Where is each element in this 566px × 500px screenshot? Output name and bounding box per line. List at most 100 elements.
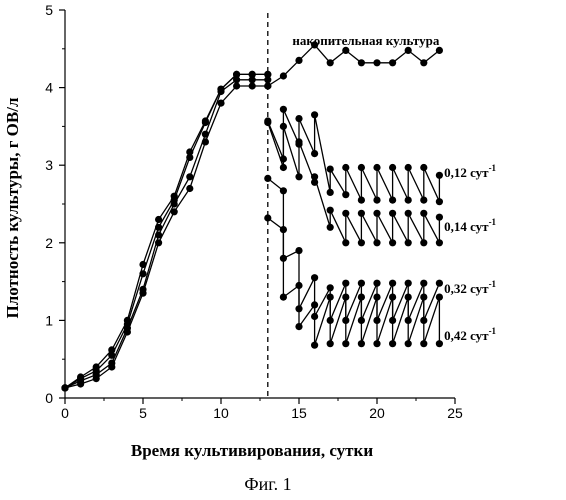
batch-growth-3-line — [65, 74, 268, 388]
series-label-superscript: -1 — [489, 279, 497, 289]
series-label-superscript: -1 — [489, 326, 497, 336]
dilution-series-4-point — [405, 317, 412, 324]
y-tick-label: 4 — [45, 80, 53, 96]
batch-growth-1-point — [155, 239, 162, 246]
dilution-series-2-point — [405, 197, 412, 204]
batch-growth-1-point — [217, 100, 224, 107]
dilution-series-5-point — [373, 340, 380, 347]
dilution-series-3-point — [342, 239, 349, 246]
dilution-series-1-line — [268, 45, 440, 86]
dilution-series-5-point — [405, 340, 412, 347]
x-tick-label: 5 — [139, 405, 147, 421]
dilution-series-4-point — [327, 317, 334, 324]
y-axis-title: Плотность культуры, г ОВ/л — [3, 97, 22, 318]
batch-growth-2-point — [186, 173, 193, 180]
dilution-series-3-point — [280, 164, 287, 171]
dilution-series-5-point — [280, 226, 287, 233]
dilution-series-4-point — [295, 247, 302, 254]
dilution-series-2-point — [327, 166, 334, 173]
dilution-series-1-point — [280, 72, 287, 79]
dilution-series-3-point — [373, 239, 380, 246]
batch-growth-1-line — [65, 86, 268, 388]
batch-growth-2-point — [155, 231, 162, 238]
dilution-series-3-point — [327, 207, 334, 214]
dilution-series-5-point — [436, 294, 443, 301]
y-tick-label: 1 — [45, 312, 53, 328]
batch-growth-4-point — [186, 148, 193, 155]
dilution-series-5-point — [327, 340, 334, 347]
dilution-series-3-point — [420, 239, 427, 246]
dilution-series-5-point — [405, 294, 412, 301]
dilution-series-3-point — [436, 239, 443, 246]
dilution-series-4-point — [436, 280, 443, 287]
batch-growth-2-point — [139, 286, 146, 293]
dilution-series-2-point — [358, 164, 365, 171]
dilution-series-1-point — [295, 57, 302, 64]
dilution-series-4-point — [405, 280, 412, 287]
x-tick-label: 20 — [369, 405, 385, 421]
dilution-series-3-point — [405, 239, 412, 246]
dilution-series-3-point — [373, 210, 380, 217]
dilution-series-2-point — [280, 106, 287, 113]
batch-growth-4-point — [77, 373, 84, 380]
dilution-series-1-point — [358, 59, 365, 66]
dilution-series-4-point — [420, 317, 427, 324]
batch-growth-4-point — [233, 71, 240, 78]
dilution-series-2-point — [373, 164, 380, 171]
series-label-1: накопительная культура — [292, 33, 439, 48]
batch-growth-4-point — [61, 384, 68, 391]
dilution-series-3-point — [405, 210, 412, 217]
batch-growth-4-point — [171, 193, 178, 200]
batch-growth-4-line — [65, 74, 268, 388]
dilution-series-4-point — [358, 317, 365, 324]
series-label-2: 0,12 сут-1 — [444, 163, 496, 180]
batch-growth-1-point — [233, 82, 240, 89]
x-tick-label: 25 — [447, 405, 463, 421]
dilution-series-3-point — [280, 123, 287, 130]
batch-growth-2-line — [65, 80, 268, 388]
dilution-series-5-point — [358, 294, 365, 301]
dilution-series-1-point — [373, 59, 380, 66]
batch-growth-2-point — [202, 131, 209, 138]
dilution-series-5-point — [295, 323, 302, 330]
dilution-series-4-point — [420, 280, 427, 287]
dilution-series-1-point — [420, 59, 427, 66]
dilution-series-4-point — [280, 187, 287, 194]
dilution-series-3-point — [389, 210, 396, 217]
dilution-series-3-point — [264, 119, 271, 126]
batch-growth-4-point — [124, 317, 131, 324]
dilution-series-3-point — [327, 224, 334, 231]
dilution-series-2-point — [280, 155, 287, 162]
dilution-series-4-point — [342, 280, 349, 287]
dilution-series-5-point — [280, 294, 287, 301]
dilution-series-4-point — [342, 317, 349, 324]
dilution-series-2-point — [389, 197, 396, 204]
series-label-4: 0,32 сут-1 — [444, 279, 496, 296]
y-tick-label: 3 — [45, 157, 53, 173]
batch-growth-4-point — [202, 117, 209, 124]
dilution-series-3-point — [389, 239, 396, 246]
dilution-series-2-point — [311, 111, 318, 118]
dilution-series-1-point — [389, 59, 396, 66]
batch-growth-3-point — [139, 270, 146, 277]
dilution-series-4-point — [373, 317, 380, 324]
dilution-series-4-point — [311, 313, 318, 320]
dilution-series-1-point — [264, 82, 271, 89]
batch-growth-4-point — [264, 71, 271, 78]
dilution-series-4-point — [358, 280, 365, 287]
dilution-series-4-point — [373, 280, 380, 287]
dilution-series-3-point — [342, 210, 349, 217]
dilution-series-5-point — [358, 340, 365, 347]
dilution-series-4-point — [280, 255, 287, 262]
dilution-series-5-point — [420, 294, 427, 301]
dilution-series-5-point — [264, 214, 271, 221]
dilution-series-4-point — [295, 305, 302, 312]
dilution-series-3-point — [358, 239, 365, 246]
dilution-series-2-point — [420, 164, 427, 171]
chart-axes: 0510152025012345 — [45, 2, 463, 421]
dilution-series-5-point — [389, 340, 396, 347]
x-tick-label: 15 — [291, 405, 307, 421]
dilution-series-2-point — [373, 197, 380, 204]
batch-growth-4-point — [108, 346, 115, 353]
